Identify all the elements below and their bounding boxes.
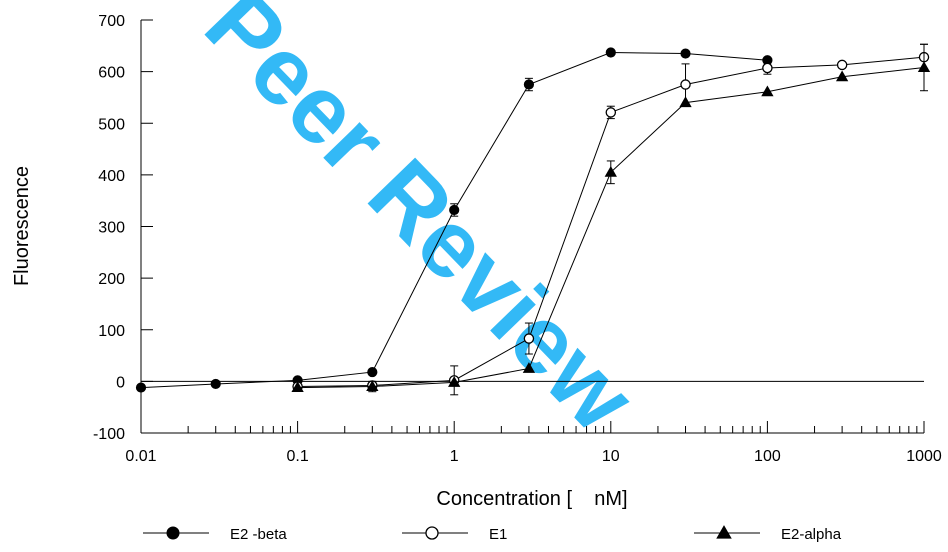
- y-tick-label: 700: [98, 13, 125, 30]
- y-tick-label: 400: [98, 168, 125, 185]
- data-point: [135, 382, 147, 393]
- x-tick-label: 10: [602, 448, 620, 465]
- data-point: [448, 376, 461, 387]
- y-tick-label: 500: [98, 116, 125, 133]
- x-tick-label: 0.1: [286, 448, 308, 465]
- y-tick-label: 0: [116, 374, 125, 391]
- y-axis-title: Fluorescence: [11, 166, 33, 286]
- legend: E2 -beta E1 E2-alpha: [143, 525, 842, 543]
- legend-label: E2-alpha: [781, 526, 842, 543]
- x-tick-label: 1: [450, 448, 459, 465]
- data-point: [449, 204, 460, 216]
- data-point: [761, 85, 774, 97]
- y-tick-label: 100: [98, 323, 125, 340]
- data-point: [522, 362, 536, 373]
- data-point: [762, 62, 773, 74]
- legend-marker: [425, 526, 439, 540]
- x-tick-label: 0.01: [125, 448, 156, 465]
- y-tick-label: -100: [93, 426, 125, 443]
- data-point: [291, 381, 304, 393]
- data-point: [835, 70, 849, 82]
- x-axis-title: Concentration [ nM]: [436, 488, 627, 510]
- legend-marker: [166, 526, 180, 540]
- data-point: [367, 366, 378, 378]
- data-point: [366, 380, 379, 392]
- data-point: [836, 59, 848, 71]
- data-point: [210, 378, 221, 390]
- series-2: [291, 43, 931, 393]
- y-tick-label: 600: [98, 65, 125, 82]
- data-point: [605, 47, 616, 58]
- x-tick-label: 1000: [906, 448, 942, 465]
- series-layer: [135, 43, 931, 396]
- data-point: [523, 333, 535, 344]
- legend-label: E2 -beta: [230, 526, 287, 543]
- legend-item-0: E2 -beta: [143, 526, 287, 543]
- y-tick-label: 200: [98, 271, 125, 288]
- x-tick-label: 100: [754, 448, 781, 465]
- data-point: [680, 48, 691, 59]
- data-point: [523, 79, 535, 90]
- data-point: [680, 79, 691, 90]
- data-point: [604, 165, 617, 177]
- y-tick-label: 300: [98, 220, 125, 237]
- legend-item-1: E1: [402, 526, 507, 543]
- legend-item-2: E2-alpha: [694, 525, 842, 543]
- legend-marker: [716, 525, 732, 539]
- series-0: [135, 47, 773, 393]
- legend-label: E1: [489, 526, 507, 543]
- data-point: [679, 96, 692, 108]
- data-point: [917, 61, 931, 72]
- data-point: [605, 107, 617, 118]
